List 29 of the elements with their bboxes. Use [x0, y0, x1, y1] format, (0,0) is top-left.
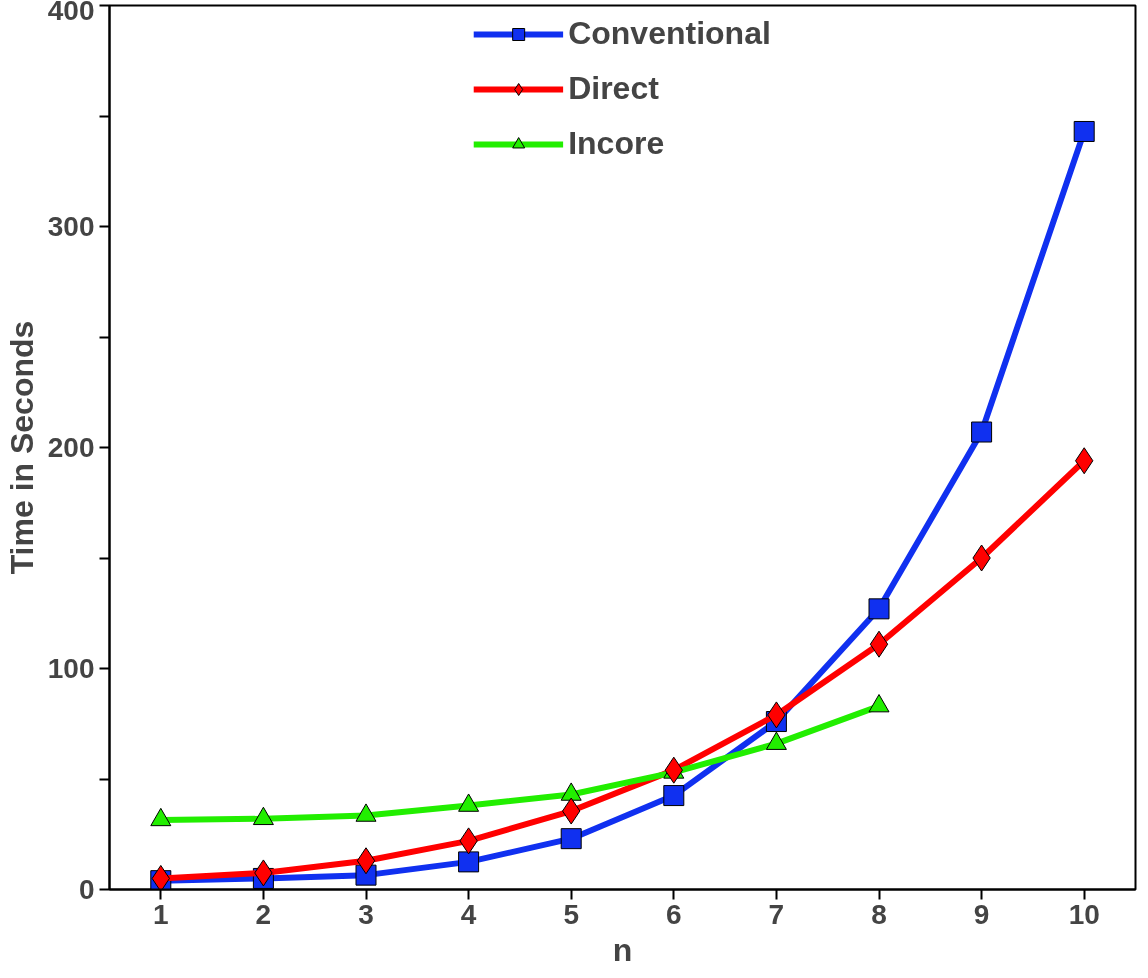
legend-label: Incore	[568, 125, 665, 162]
x-tick-label: 7	[768, 898, 785, 930]
x-axis-title: n	[612, 931, 633, 968]
point	[868, 598, 890, 620]
x-tick-label: 3	[358, 898, 374, 930]
point	[1073, 120, 1095, 142]
point	[458, 851, 480, 873]
x-tick-label: 2	[255, 898, 272, 930]
y-axis-title: Time in Seconds	[3, 320, 40, 575]
point	[663, 785, 685, 807]
legend-label: Conventional	[568, 15, 771, 52]
x-tick-label: 9	[973, 898, 990, 930]
x-tick-label: 8	[871, 898, 887, 930]
point	[971, 421, 993, 443]
point	[151, 864, 170, 890]
y-tick-label: 100	[47, 653, 95, 684]
y-tick-label: 200	[47, 432, 95, 463]
legend-label: Direct	[568, 70, 659, 107]
x-tick-label: 4	[460, 898, 477, 930]
x-tick-label: 5	[563, 898, 579, 930]
x-tick-label: 1	[153, 898, 169, 930]
y-tick-label: 400	[47, 0, 95, 26]
y-tick-label: 0	[78, 874, 95, 905]
point	[356, 847, 376, 875]
point	[869, 630, 889, 658]
point	[560, 828, 582, 850]
y-tick-label: 300	[47, 211, 95, 242]
x-tick-label: 6	[666, 898, 682, 930]
x-tick-label: 10	[1068, 898, 1100, 930]
